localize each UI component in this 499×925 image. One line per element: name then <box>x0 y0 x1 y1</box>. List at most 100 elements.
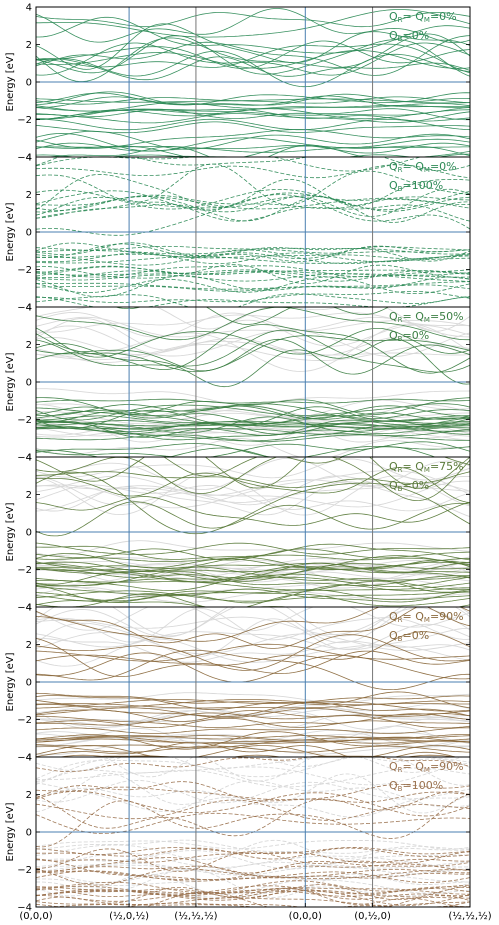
band-line <box>36 42 470 76</box>
band-line <box>36 293 470 307</box>
band-line <box>36 652 470 683</box>
y-tick-label: 0 <box>26 828 32 839</box>
band-line <box>36 56 470 81</box>
band-line <box>36 312 470 333</box>
band-line <box>36 767 470 788</box>
y-axis-title: Energy [eV] <box>5 52 16 111</box>
band-line <box>36 129 470 149</box>
band-line <box>36 590 470 602</box>
band-line <box>36 118 470 131</box>
band-line <box>36 850 470 870</box>
band-line <box>36 717 470 728</box>
band-line <box>36 631 470 677</box>
band-line <box>36 307 470 341</box>
band-line <box>36 249 470 266</box>
band-line <box>36 49 470 69</box>
band-line <box>36 338 470 388</box>
band-line <box>36 848 470 872</box>
band-line <box>36 839 470 854</box>
band-line <box>36 586 470 603</box>
legend-label: QR= QM=75% <box>389 460 464 474</box>
band-line <box>36 469 470 509</box>
band-line <box>36 247 470 255</box>
band-line <box>36 559 470 583</box>
band-panel-1: −4 −2 0 2 4 Energy [eV] QR= QM=0% QB=0% <box>5 3 471 164</box>
band-line <box>36 8 470 44</box>
x-tick-label: (0,0,0) <box>19 911 52 922</box>
band-line <box>36 734 470 748</box>
band-line <box>36 886 470 898</box>
band-line <box>36 745 470 757</box>
band-line <box>36 194 470 236</box>
band-line <box>36 481 470 518</box>
band-line <box>36 467 470 503</box>
band-line <box>36 880 470 894</box>
band-line <box>36 548 470 561</box>
band-line <box>36 108 470 122</box>
band-line <box>36 727 470 734</box>
band-line <box>36 887 470 900</box>
band-line <box>36 284 470 292</box>
band-line <box>36 265 470 282</box>
band-line <box>36 600 470 607</box>
y-axis-title: Energy [eV] <box>5 352 16 411</box>
band-line <box>36 607 470 637</box>
band-line <box>36 725 470 749</box>
legend-label: QR= QM=50% <box>389 310 464 324</box>
band-line <box>36 9 470 38</box>
band-line <box>36 163 470 206</box>
band-line <box>36 475 470 506</box>
band-panel-4: −4 −2 0 2 4 Energy [eV] QR= QM=75% QB=0% <box>5 453 471 614</box>
band-line <box>36 868 470 886</box>
band-line <box>36 560 470 577</box>
band-line <box>36 735 470 740</box>
band-line <box>36 887 470 907</box>
y-axis-title: Energy [eV] <box>5 652 16 711</box>
legend-label: QB=0% <box>389 329 429 343</box>
band-line <box>36 273 470 282</box>
y-tick-label: 0 <box>26 678 32 689</box>
band-line <box>36 188 470 217</box>
band-line <box>36 562 470 572</box>
band-panel-6: −4 −2 0 2 4 Energy [eV] QR= QM=90% QB=100% <box>5 753 471 914</box>
band-line <box>36 252 470 265</box>
y-axis-title: Energy [eV] <box>5 202 16 261</box>
band-line <box>36 707 470 719</box>
y-tick-label: 2 <box>26 490 32 501</box>
band-line <box>36 692 470 704</box>
band-line <box>36 471 470 488</box>
band-line <box>36 173 470 210</box>
y-tick-label: 2 <box>26 340 32 351</box>
band-line <box>36 98 470 104</box>
legend-label: QB=100% <box>389 179 443 193</box>
band-line <box>36 92 470 106</box>
band-panel-2: −4 −2 0 2 4 Energy [eV] QR= QM=0% QB=100% <box>5 153 471 314</box>
band-line <box>36 471 470 535</box>
band-line <box>36 242 470 259</box>
band-line <box>36 738 470 744</box>
band-line <box>36 632 470 655</box>
band-line <box>36 471 470 516</box>
band-line <box>36 607 470 636</box>
band-line <box>36 91 470 106</box>
band-line <box>36 757 470 782</box>
band-line <box>36 553 470 569</box>
band-line <box>36 275 470 298</box>
band-line <box>36 736 470 744</box>
y-tick-label: 0 <box>26 528 32 539</box>
band-line <box>36 269 470 276</box>
band-line <box>46 144 470 157</box>
band-line <box>36 43 470 74</box>
y-tick-label: 0 <box>26 228 32 239</box>
band-line <box>36 253 470 260</box>
y-tick-label: 4 <box>26 153 32 164</box>
band-line <box>36 857 470 874</box>
band-line <box>36 443 470 457</box>
x-tick-label: (½,0,½) <box>109 910 149 922</box>
band-line <box>36 343 470 363</box>
legend-label: QB=0% <box>389 629 429 643</box>
legend-label: QR= QM=90% <box>389 610 464 624</box>
band-line <box>36 40 470 69</box>
band-line <box>36 501 470 537</box>
band-line <box>36 256 470 264</box>
